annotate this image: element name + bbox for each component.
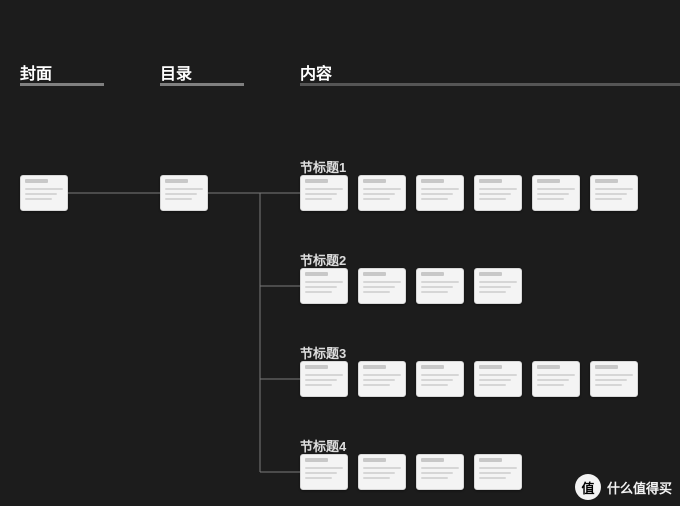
diagram-canvas: 封面 目录 内容节标题1 节标题2 节标题3 节标题4 值什么值得买 <box>0 0 680 506</box>
column-label-toc: 目录 <box>160 60 192 84</box>
slide-section1-3 <box>416 175 464 211</box>
section-label-1: 节标题1 <box>300 157 346 176</box>
slide-section3-4 <box>474 361 522 397</box>
watermark-logo: 值 <box>575 474 601 500</box>
slide-section2-3 <box>416 268 464 304</box>
slide-section1-4 <box>474 175 522 211</box>
slide-section3-3 <box>416 361 464 397</box>
slide-section1-1 <box>300 175 348 211</box>
slide-section2-2 <box>358 268 406 304</box>
slide-section2-1 <box>300 268 348 304</box>
slide-section4-4 <box>474 454 522 490</box>
slide-section4-1 <box>300 454 348 490</box>
section-label-3: 节标题3 <box>300 343 346 362</box>
column-underline-cover <box>20 83 104 86</box>
slide-section3-6 <box>590 361 638 397</box>
column-underline-content <box>300 83 680 86</box>
section-label-4: 节标题4 <box>300 436 346 455</box>
slide-section1-6 <box>590 175 638 211</box>
column-underline-toc <box>160 83 244 86</box>
slide-section4-3 <box>416 454 464 490</box>
slide-section3-5 <box>532 361 580 397</box>
slide-section3-2 <box>358 361 406 397</box>
slide-section3-1 <box>300 361 348 397</box>
section-label-2: 节标题2 <box>300 250 346 269</box>
slide-section1-2 <box>358 175 406 211</box>
watermark-text: 什么值得买 <box>607 478 672 497</box>
column-label-content: 内容 <box>300 60 332 84</box>
slide-cover <box>20 175 68 211</box>
slide-section1-5 <box>532 175 580 211</box>
watermark: 值什么值得买 <box>575 474 672 500</box>
slide-section4-2 <box>358 454 406 490</box>
slide-toc <box>160 175 208 211</box>
slide-section2-4 <box>474 268 522 304</box>
column-label-cover: 封面 <box>20 60 52 84</box>
